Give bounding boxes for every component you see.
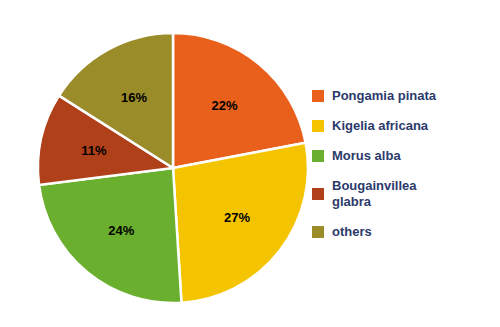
html-text:Bougainvillea glabra: Bougainvillea glabra [332,177,417,209]
svg-text:16%: 16% [121,90,147,105]
svg-text:22%: 22% [212,98,238,113]
html-text:others: others [332,223,372,239]
svg-text:27%: 27% [224,210,250,225]
html-text:Pongamia pinata: Pongamia pinata [332,87,436,103]
html-text:Kigelia africana: Kigelia africana [332,117,429,133]
html-text:Morus alba: Morus alba [332,147,401,163]
svg-text:11%: 11% [81,143,107,158]
svg-text:24%: 24% [108,223,134,238]
